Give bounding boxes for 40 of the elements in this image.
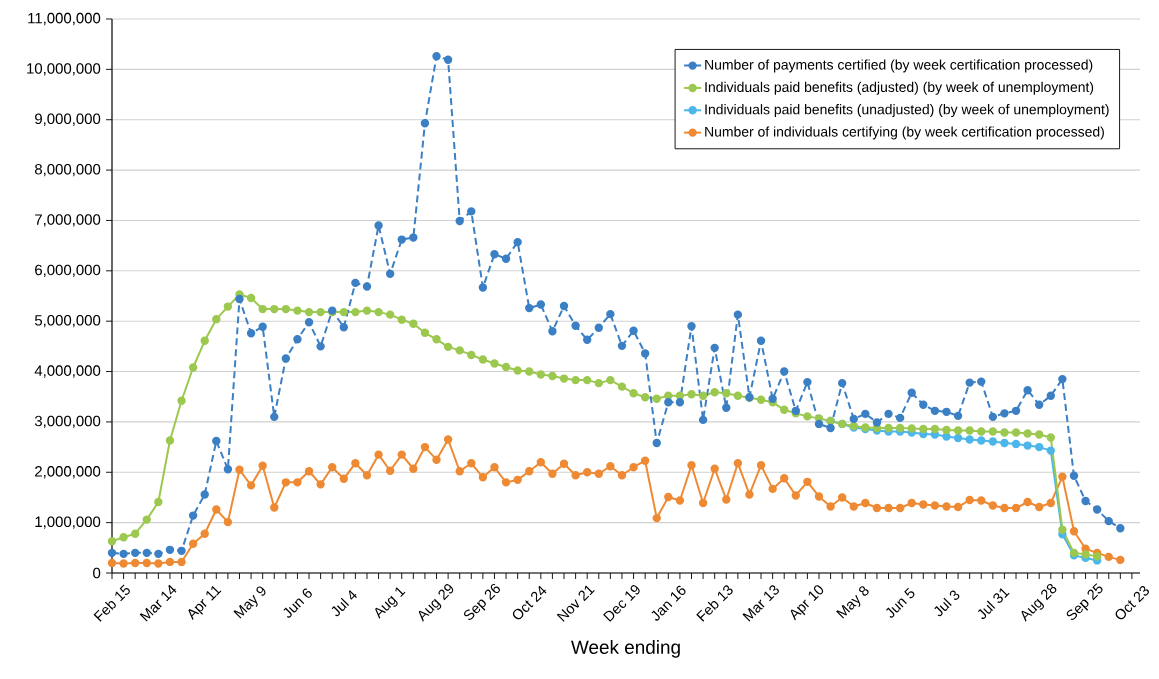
y-tick-label: 8,000,000 — [34, 163, 101, 177]
x-tick-label: Mar 13 — [742, 585, 779, 622]
y-tick-label: 5,000,000 — [34, 315, 101, 328]
x-tick-label: Mar 14 — [139, 584, 177, 622]
x-tick-label: Jul 31 — [977, 588, 1010, 620]
x-tick-label: Oct 24 — [512, 585, 547, 620]
x-tick-label: Dec 19 — [603, 585, 640, 622]
x-tick-label: Jun 5 — [886, 587, 915, 618]
y-tick-label: 9,000,000 — [35, 113, 101, 126]
x-tick-label: Feb 13 — [696, 585, 733, 622]
y-tick-label: 10,000,000 — [27, 63, 101, 76]
x-tick-label: Jul 4 — [331, 590, 357, 617]
x-tick-label: Nov 21 — [556, 585, 595, 622]
y-tick-label: 2,000,000 — [35, 466, 101, 479]
y-tick-label: 1,000,000 — [35, 516, 101, 529]
x-tick-label: Apr 11 — [188, 585, 222, 621]
x-tick-label: Sep 25 — [1066, 583, 1103, 621]
y-tick-label: 7,000,000 — [35, 214, 101, 227]
x-tick-label: Sep 26 — [464, 583, 500, 621]
x-tick-label: Jul 3 — [934, 590, 960, 617]
x-tick-label: May 8 — [836, 586, 869, 619]
x-tick-label: Oct 23 — [1115, 586, 1149, 620]
x-axis-title: Week ending — [571, 640, 680, 658]
x-tick-label: Aug 29 — [418, 584, 454, 622]
y-tick-label: 6,000,000 — [35, 264, 101, 277]
y-tick-label: 0 — [93, 567, 101, 579]
x-tick-label: Aug 28 — [1021, 583, 1057, 622]
legend-label: Individuals paid benefits (unadjusted) (by week of unemployment) — [705, 104, 1109, 118]
x-tick-label: Aug 1 — [375, 587, 406, 619]
legend-label: Individuals paid benefits (adjusted) (by week of unemployment) — [705, 81, 1094, 95]
legend-label: Number of payments certified (by week certification processed) — [705, 59, 1093, 73]
y-tick-label: 3,000,000 — [34, 415, 101, 429]
x-tick-label: Jan 16 — [651, 585, 686, 621]
x-tick-label: Apr 10 — [790, 585, 824, 621]
x-tick-label: Jun 6 — [283, 588, 312, 618]
y-tick-label: 11,000,000 — [28, 12, 101, 26]
legend-label: Number of individuals certifying (by week certification processed) — [705, 126, 1104, 140]
x-tick-label: Feb 15 — [93, 584, 130, 622]
x-tick-label: May 9 — [233, 586, 266, 619]
y-tick-label: 4,000,000 — [34, 365, 101, 378]
